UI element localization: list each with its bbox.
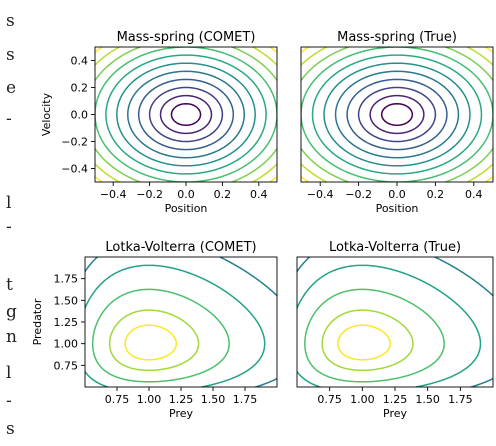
contour-level bbox=[301, 47, 493, 182]
margin-glyph: - bbox=[6, 391, 12, 411]
margin-glyph: - bbox=[6, 217, 12, 237]
y-tick-label: 1.00 bbox=[54, 338, 79, 351]
contour-level bbox=[334, 70, 460, 159]
contour-level bbox=[159, 94, 213, 135]
y-tick-label: 0.0 bbox=[71, 109, 89, 122]
margin-glyph: g bbox=[6, 302, 17, 322]
margin-glyph: e bbox=[6, 78, 16, 98]
contour-level bbox=[95, 47, 277, 182]
y-tick-label: 1.25 bbox=[54, 316, 79, 329]
y-tick-label: 1.50 bbox=[54, 294, 79, 307]
x-axis-label: Prey bbox=[383, 407, 407, 420]
subplot-title: Mass-spring (True) bbox=[337, 30, 457, 45]
x-tick-label: 0.4 bbox=[465, 188, 483, 201]
contour-level bbox=[148, 86, 224, 143]
contour-level bbox=[321, 309, 414, 372]
y-tick-label: −0.2 bbox=[61, 136, 88, 149]
x-tick-label: 1.25 bbox=[383, 393, 408, 406]
x-tick-label: −0.4 bbox=[100, 188, 127, 201]
contour-level bbox=[91, 288, 230, 383]
x-axis-label: Prey bbox=[169, 407, 193, 420]
contour-level bbox=[95, 47, 277, 182]
contour-level bbox=[95, 47, 277, 182]
contour-level bbox=[304, 288, 445, 383]
contour-level bbox=[95, 47, 277, 182]
contour-level bbox=[124, 324, 178, 361]
y-tick-label: 0.4 bbox=[71, 55, 89, 68]
axes-frame bbox=[84, 256, 278, 388]
x-tick-label: −0.2 bbox=[345, 188, 372, 201]
x-tick-label: 0.0 bbox=[388, 188, 406, 201]
margin-glyph: l bbox=[6, 193, 11, 213]
x-tick-label: 1.75 bbox=[233, 393, 258, 406]
contour-level bbox=[297, 257, 493, 387]
x-axis-label: Position bbox=[165, 202, 208, 215]
contour-level bbox=[346, 78, 448, 151]
x-tick-label: 1.25 bbox=[169, 393, 194, 406]
contour-lines bbox=[85, 257, 277, 387]
x-tick-label: −0.4 bbox=[307, 188, 334, 201]
contour-level bbox=[108, 309, 200, 372]
x-tick-label: −0.2 bbox=[136, 188, 163, 201]
margin-glyph: n bbox=[6, 327, 17, 347]
contour-level bbox=[301, 47, 493, 182]
x-tick-label: 1.75 bbox=[448, 393, 473, 406]
contour-level bbox=[301, 47, 493, 182]
contour-level bbox=[137, 78, 235, 151]
contour-lines bbox=[297, 257, 493, 387]
contour-level bbox=[357, 86, 437, 143]
subplot-title: Lotka-Volterra (True) bbox=[329, 240, 461, 255]
x-axis-label: Position bbox=[376, 202, 419, 215]
contour-level bbox=[297, 264, 482, 387]
subplot: Lotka-Volterra (COMET) 0.75 1.00 1.25 1.50 1.… bbox=[31, 240, 278, 420]
contour-level bbox=[301, 47, 493, 182]
axes-frame bbox=[296, 256, 494, 388]
y-axis-label: Predator bbox=[31, 298, 44, 345]
subplot: Lotka-Volterra (True) 0.75 1.00 1.25 1.50 1.7… bbox=[296, 240, 494, 420]
contour-level bbox=[85, 257, 277, 387]
x-tick-label: 1.00 bbox=[137, 393, 162, 406]
y-axis-label: Velocity bbox=[40, 92, 53, 136]
contour-level bbox=[127, 70, 245, 159]
x-tick-label: 1.50 bbox=[415, 393, 440, 406]
subplot: Mass-spring (COMET) −0.4 −0.2 0.0 0.2 0.4 0.4 0… bbox=[40, 30, 278, 215]
margin-glyph: t bbox=[6, 275, 13, 295]
subplot-title: Lotka-Volterra (COMET) bbox=[105, 240, 256, 255]
x-tick-label: 1.00 bbox=[350, 393, 375, 406]
y-tick-label: −0.4 bbox=[61, 163, 88, 176]
contour-level bbox=[170, 102, 202, 127]
x-tick-label: 0.75 bbox=[317, 393, 342, 406]
contour-level bbox=[369, 94, 425, 135]
y-tick-label: 0.75 bbox=[54, 359, 79, 372]
margin-glyph: s bbox=[6, 45, 15, 65]
margin-glyph: l bbox=[6, 363, 11, 383]
contour-level bbox=[116, 62, 256, 167]
x-tick-label: 1.50 bbox=[201, 393, 226, 406]
contour-level bbox=[323, 62, 471, 167]
contour-level bbox=[105, 54, 267, 175]
margin-glyph: s bbox=[6, 419, 15, 439]
y-tick-label: 0.2 bbox=[71, 82, 89, 95]
margin-glyph: - bbox=[6, 109, 12, 129]
x-tick-label: 0.2 bbox=[214, 188, 232, 201]
contour-level bbox=[380, 102, 414, 127]
x-tick-label: 0.4 bbox=[250, 188, 268, 201]
x-tick-label: 0.75 bbox=[105, 393, 130, 406]
contour-level bbox=[85, 264, 266, 387]
subplot-title: Mass-spring (COMET) bbox=[117, 30, 256, 45]
contour-lines bbox=[95, 47, 277, 182]
x-tick-label: 0.0 bbox=[177, 188, 195, 201]
axes-frame bbox=[94, 46, 278, 183]
margin-glyph: s bbox=[6, 11, 15, 31]
y-tick-label: 1.75 bbox=[54, 273, 79, 286]
contour-level bbox=[311, 54, 483, 175]
subplot: Mass-spring (True) −0.4 −0.2 0.0 0.2 0.4 Posit… bbox=[300, 30, 494, 215]
contour-lines bbox=[301, 47, 493, 182]
axes-frame bbox=[300, 46, 494, 183]
contour-level bbox=[337, 324, 391, 361]
x-tick-label: 0.2 bbox=[427, 188, 445, 201]
